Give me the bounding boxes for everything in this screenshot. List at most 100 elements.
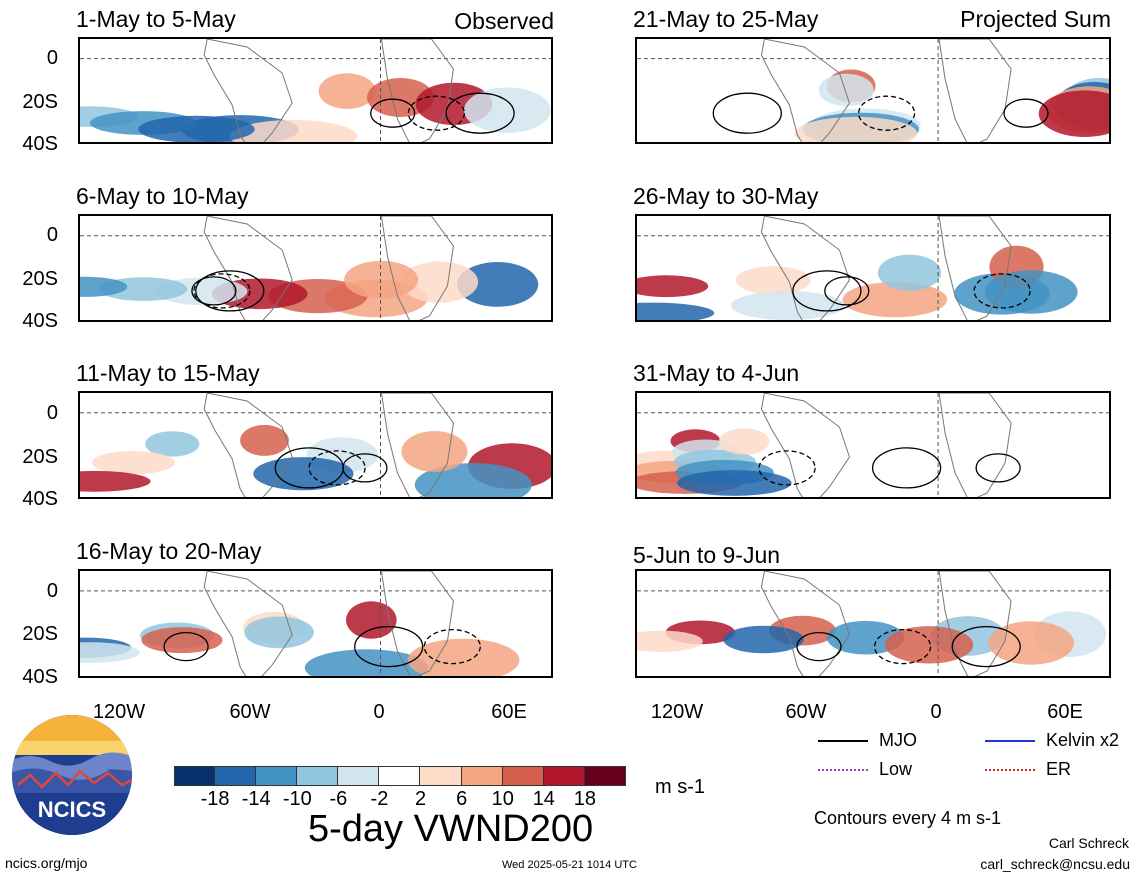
footer-url[interactable]: ncics.org/mjo (5, 855, 88, 871)
anomaly-shading (401, 431, 468, 472)
anomaly-shading (230, 119, 358, 142)
colorbar-segment (461, 766, 503, 786)
anomaly-shading (457, 262, 539, 307)
colorbar-tick-label: 2 (414, 788, 427, 810)
colorbar-tick-label: 6 (456, 788, 468, 810)
xtick-label: 60W (785, 701, 827, 723)
ytick-label: 20S (22, 91, 58, 113)
colorbar-segment (379, 766, 421, 786)
legend-swatch-low (818, 769, 868, 771)
legend-label-kelvin: Kelvin x2 (1046, 730, 1120, 750)
map-panel-6 (635, 214, 1111, 322)
mjo-contour (195, 270, 265, 312)
anomaly-shading (877, 254, 942, 291)
mjo-contour (163, 631, 209, 662)
panel-label-observed: Observed (454, 8, 554, 34)
ytick-label: 0 (46, 224, 58, 246)
coastline-africa (938, 216, 1012, 320)
coastline-africa (380, 39, 454, 142)
anomaly-shading (244, 616, 314, 649)
anomaly-shading (735, 266, 811, 295)
coastline-africa (380, 393, 454, 497)
anomaly-shading (984, 270, 1078, 314)
footer-email[interactable]: carl_schreck@ncsu.edu (980, 856, 1130, 872)
anomaly-shading (818, 73, 874, 107)
legend-swatch-mjo (818, 740, 868, 742)
logo-text: NCICS (38, 797, 106, 822)
panel-title-2: 6-May to 10-May (76, 183, 249, 209)
panel-title-3: 11-May to 15-May (76, 360, 260, 386)
anomaly-shading (731, 291, 845, 320)
anomaly-shading (718, 428, 770, 455)
colorbar-segment (297, 766, 339, 786)
panel-title-7: 31-May to 4-Jun (633, 360, 800, 386)
coastline-south-america (203, 571, 293, 676)
mjo-contour (1003, 98, 1049, 128)
colorbar-segment (543, 766, 585, 786)
xtick-label: 60E (1047, 701, 1083, 723)
ytick-label: 40S (22, 488, 58, 510)
anomaly-shading (346, 601, 397, 639)
coastline-africa (938, 571, 1012, 676)
anomaly-shading (91, 451, 175, 475)
anomaly-shading (637, 275, 709, 298)
panel-label-projected: Projected Sum (960, 6, 1111, 32)
coastline-south-america (760, 571, 850, 676)
colorbar-segment (420, 766, 462, 786)
mjo-contour (871, 447, 942, 489)
anomaly-shading (141, 627, 223, 654)
coastline-south-america (203, 216, 293, 320)
colorbar-tick-label: 18 (573, 788, 597, 810)
ytick-label: 0 (46, 47, 58, 69)
anomaly-shading (723, 625, 804, 654)
panel-title-1: 1-May to 5-May (76, 6, 236, 32)
mjo-contour (445, 92, 515, 134)
anomaly-shading (400, 261, 479, 303)
legend-label-low: Low (879, 759, 913, 779)
map-panel-8 (635, 569, 1111, 678)
mjo-contour (370, 98, 416, 128)
colorbar-segment (502, 766, 544, 786)
coastline-africa (380, 571, 454, 676)
mjo-contour (407, 95, 466, 131)
xtick-label: 60E (491, 701, 527, 723)
anomaly-shading (677, 470, 792, 496)
colorbar-segment (338, 766, 380, 786)
colorbar-tick-label: -18 (200, 788, 230, 810)
coastline-south-america (203, 39, 293, 142)
legend-swatch-kelvin (985, 740, 1035, 742)
colorbar-tick-label: -6 (329, 788, 348, 810)
map-panel-7 (635, 391, 1111, 499)
map-panel-3 (78, 391, 553, 499)
anomaly-shading (253, 457, 354, 491)
mjo-contour (354, 625, 424, 668)
ytick-label: 20S (22, 623, 58, 645)
colorbar-tick-label: -14 (241, 788, 271, 810)
anomaly-shading (304, 649, 429, 676)
footer-author: Carl Schreck (1048, 835, 1129, 851)
ytick-label: 0 (46, 402, 58, 424)
anomaly-shading (80, 470, 151, 492)
colorbar-segment (174, 766, 216, 786)
main-title: 5-day VWND200 (308, 808, 594, 850)
anomaly-shading (80, 276, 128, 297)
colorbar-units: m s-1 (655, 776, 705, 798)
colorbar-segment (256, 766, 298, 786)
coastline-africa (938, 393, 1012, 497)
map-panel-4 (78, 569, 553, 678)
anomaly-shading (145, 431, 200, 457)
anomaly-shading (988, 621, 1074, 665)
map-panel-2 (78, 214, 553, 322)
mjo-contour (274, 447, 344, 489)
ytick-label: 40S (22, 310, 58, 332)
coastline-africa (380, 216, 454, 320)
xtick-label: 0 (930, 701, 942, 723)
contour-note: Contours every 4 m s-1 (814, 808, 1002, 828)
coastline-south-america (203, 393, 293, 497)
anomaly-shading (637, 302, 715, 320)
ytick-label: 20S (22, 446, 58, 468)
ncics-logo: NCICS (10, 713, 134, 837)
panel-title-4: 16-May to 20-May (76, 538, 262, 564)
coastline-south-america (760, 216, 850, 320)
legend-label-er: ER (1046, 759, 1072, 779)
